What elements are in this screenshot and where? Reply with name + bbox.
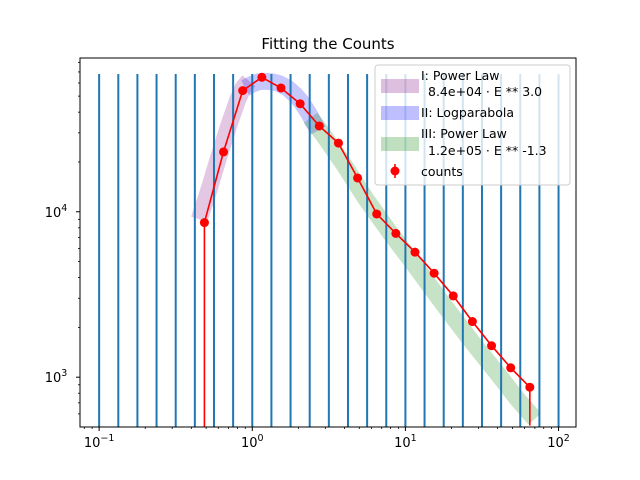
- fit-band-3: [303, 112, 542, 425]
- legend-label-3: III: Power Law: [421, 126, 507, 141]
- legend-formula-3: 1.2e+05 · E ** -1.3: [428, 143, 547, 158]
- counts-point-7: [333, 138, 343, 148]
- legend-counts-marker: [390, 166, 400, 176]
- x-tick-label-2: 101: [394, 433, 417, 451]
- counts-point-14: [467, 317, 477, 327]
- fit-band-2: [241, 72, 326, 135]
- legend-label-2: II: Logparabola: [421, 105, 514, 120]
- counts-point-6: [314, 121, 324, 131]
- counts-point-2: [238, 86, 248, 96]
- legend-label-1: I: Power Law: [421, 68, 500, 83]
- counts-point-15: [487, 341, 497, 351]
- x-tick-label-1: 100: [241, 433, 264, 451]
- counts-point-0: [199, 218, 209, 228]
- legend-box: [374, 64, 571, 186]
- y-tick-label-1: 104: [45, 203, 68, 221]
- axes-frame: [79, 57, 577, 428]
- legend-swatch-3: [381, 137, 419, 151]
- counts-point-17: [525, 382, 535, 392]
- legend-swatch-1: [381, 79, 419, 93]
- counts-point-9: [372, 209, 382, 219]
- x-tick-label-0: 10−1: [84, 433, 115, 451]
- legend-label-counts: counts: [421, 164, 463, 179]
- y-tick-label-0: 103: [45, 368, 68, 386]
- counts-point-12: [429, 268, 439, 278]
- legend-swatch-2: [381, 106, 419, 120]
- chart-title: Fitting the Counts: [261, 35, 394, 53]
- counts-point-3: [257, 72, 267, 82]
- axes: 10−1 100 101 102 103 104: [45, 57, 577, 451]
- x-tick-label-3: 102: [547, 433, 570, 451]
- counts-point-4: [276, 83, 286, 93]
- counts-point-11: [410, 247, 420, 257]
- counts-point-1: [219, 147, 229, 157]
- legend-formula-1: 8.4e+04 · E ** 3.0: [428, 84, 542, 99]
- counts-point-8: [353, 173, 363, 183]
- counts-point-10: [391, 228, 401, 238]
- counts-point-13: [448, 291, 458, 301]
- counts-point-5: [295, 99, 305, 109]
- counts-point-16: [506, 363, 516, 373]
